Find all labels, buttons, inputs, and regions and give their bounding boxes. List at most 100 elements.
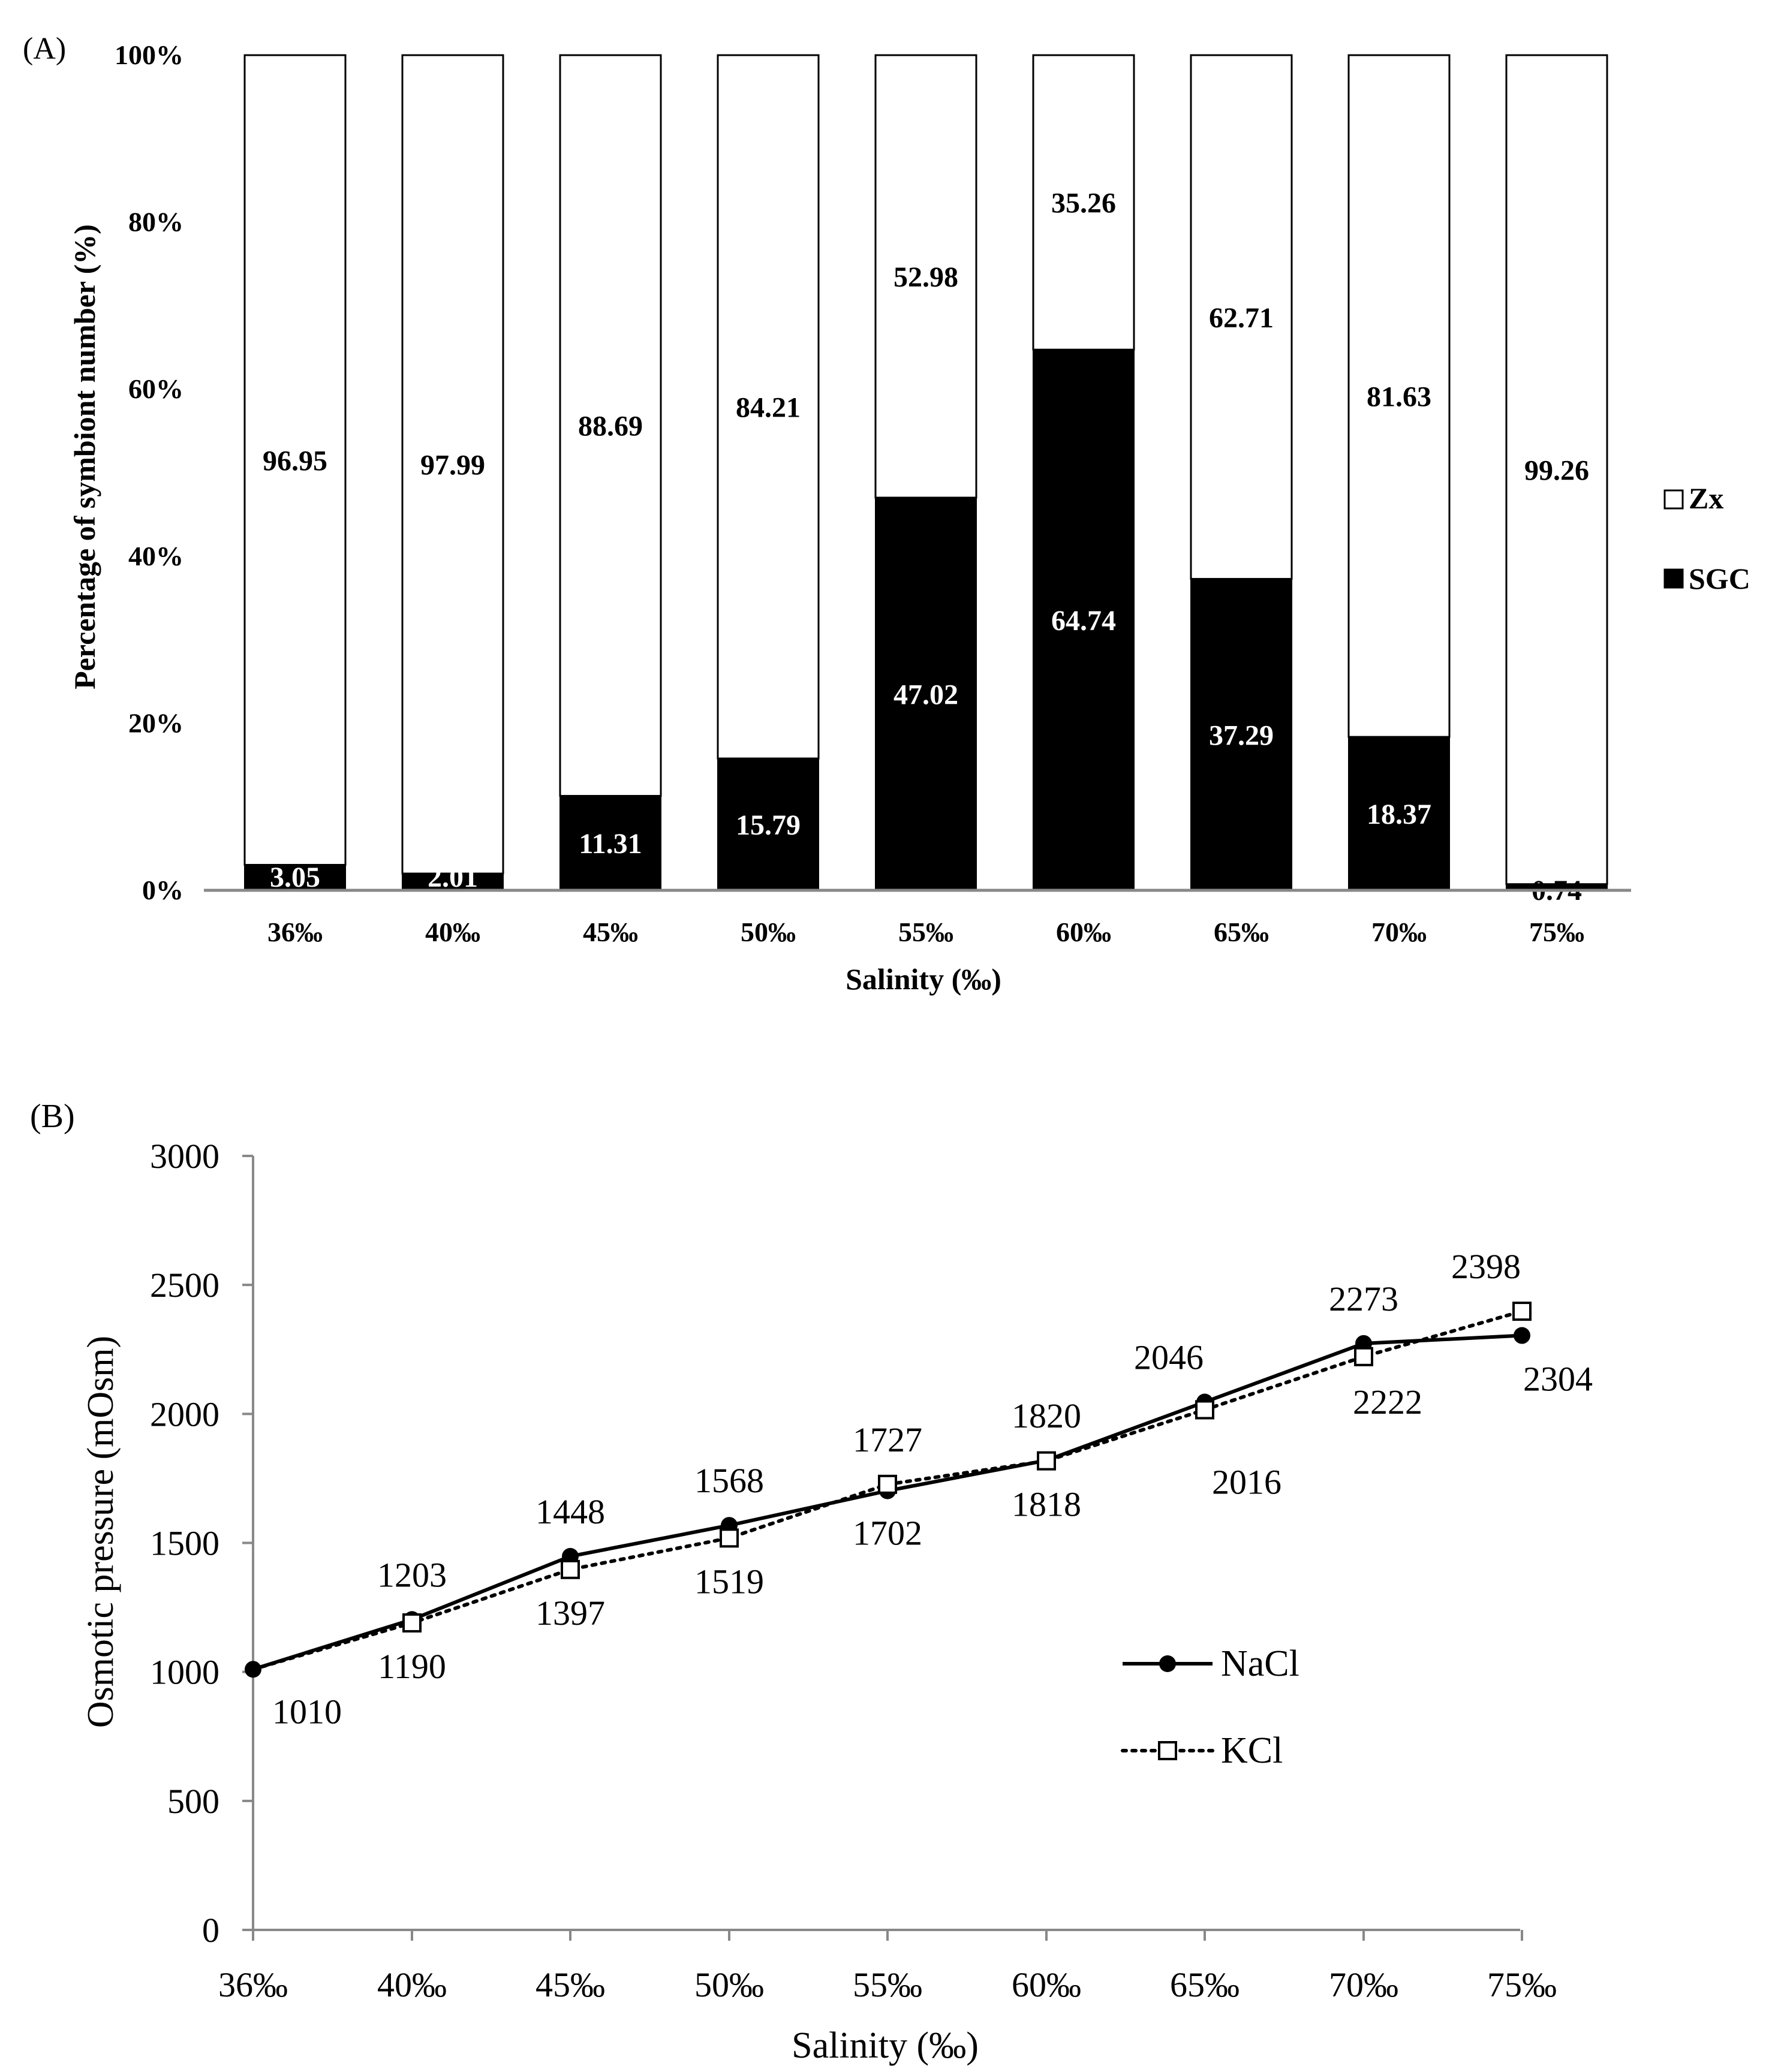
data-label-nacl: 2304 (1523, 1360, 1593, 1399)
legend-label-zx: Zx (1689, 481, 1723, 515)
panel-a-x-axis-label: Salinity (‰) (846, 962, 1001, 996)
data-label-nacl: 1203 (377, 1555, 447, 1594)
y-tick-label: 3000 (150, 1137, 219, 1176)
x-tick-label: 50‰ (694, 1965, 764, 2004)
data-label-nacl: 1448 (536, 1492, 605, 1531)
bar-segment-zx (559, 54, 662, 797)
data-label-nacl: 2046 (1134, 1338, 1204, 1377)
data-point-kcl (402, 1613, 422, 1633)
bar-segment-zx (1505, 54, 1608, 886)
bar-segment-zx (401, 54, 504, 875)
x-tick-label: 50‰ (741, 917, 796, 947)
data-label-sgc: 15.79 (736, 809, 801, 841)
data-point-kcl (1512, 1302, 1532, 1321)
data-label-zx: 35.26 (1051, 188, 1116, 219)
x-tick-label: 60‰ (1012, 1965, 1081, 2004)
data-label-kcl: 1519 (694, 1562, 764, 1601)
data-label-kcl: 2222 (1353, 1383, 1422, 1422)
data-label-sgc: 47.02 (894, 679, 958, 711)
data-label-nacl: 1568 (694, 1461, 764, 1500)
data-point-kcl (720, 1528, 739, 1548)
data-label-nacl: 1820 (1012, 1396, 1081, 1435)
data-label-nacl: 1702 (853, 1514, 922, 1553)
x-tick-label: 40‰ (425, 917, 480, 947)
data-label-nacl: 1010 (272, 1692, 342, 1731)
panel-b-legend: NaCl KCl (1121, 1643, 1299, 1771)
data-label-zx: 97.99 (420, 450, 485, 481)
data-label-zx: 84.21 (736, 392, 801, 424)
bar-segment-zx (717, 54, 820, 760)
y-tick-label: 2500 (150, 1266, 219, 1305)
panel-a-bar-chart: (A) Percentage of symbiont number (%) Sa… (23, 32, 1750, 996)
data-label-nacl: 2273 (1329, 1279, 1398, 1318)
x-tick-label: 60‰ (1056, 917, 1111, 947)
y-tick-label: 0 (202, 1911, 219, 1950)
data-label-kcl: 1190 (378, 1647, 446, 1686)
data-label-kcl: 1818 (1012, 1485, 1081, 1524)
data-label-sgc: 3.05 (270, 862, 320, 893)
x-tick-label: 40‰ (377, 1965, 447, 2004)
panel-b-label: (B) (30, 1098, 75, 1135)
data-label-kcl: 2398 (1451, 1247, 1521, 1286)
bar-segment-zx (1347, 54, 1451, 738)
x-tick-label: 70‰ (1329, 1965, 1398, 2004)
legend-label-sgc: SGC (1689, 562, 1750, 595)
bar-segment-sgc (1348, 736, 1450, 892)
data-label-sgc: 18.37 (1367, 799, 1431, 830)
x-tick-label: 70‰ (1371, 917, 1427, 947)
data-label-zx: 99.26 (1524, 454, 1589, 486)
x-tick-label: 55‰ (898, 917, 953, 947)
panel-a-legend: Zx SGC (1663, 481, 1750, 595)
data-label-zx: 88.69 (578, 411, 643, 442)
bar-segment-sgc (1190, 578, 1292, 891)
y-tick-label: 40% (128, 541, 183, 571)
x-tick-label: 36‰ (218, 1965, 288, 2004)
y-tick-label: 500 (167, 1782, 219, 1821)
bar-segment-sgc (559, 795, 661, 891)
y-tick-label: 1500 (150, 1524, 219, 1563)
x-tick-label: 65‰ (1214, 917, 1269, 947)
data-point-nacl (1514, 1327, 1530, 1344)
x-tick-label: 45‰ (536, 1965, 605, 2004)
legend-swatch-sgc (1663, 568, 1684, 589)
bar-segment-zx (243, 54, 347, 866)
data-label-sgc: 11.31 (579, 828, 642, 860)
x-tick-label: 45‰ (583, 917, 638, 947)
data-label-zx: 62.71 (1209, 302, 1274, 334)
y-tick-label: 100% (115, 40, 183, 70)
data-label-sgc: 37.29 (1209, 719, 1274, 751)
panel-b-line-chart: (B) Osmotic pressure (mOsm) Salinity (‰)… (30, 1098, 1593, 2066)
panel-b-x-axis-label: Salinity (‰) (792, 2025, 979, 2066)
bar-segment-zx (874, 54, 977, 499)
bar-segment-zx (1032, 54, 1135, 351)
data-label-kcl: 1397 (536, 1594, 605, 1633)
data-point-nacl (245, 1661, 261, 1678)
x-tick-label: 75‰ (1529, 917, 1584, 947)
legend-marker-nacl (1159, 1655, 1176, 1672)
x-tick-label: 55‰ (853, 1965, 922, 2004)
bar-segment-zx (1190, 54, 1293, 580)
bar-segment-sgc (244, 864, 346, 892)
panel-a-label: (A) (23, 32, 66, 66)
panel-b-y-axis-label: Osmotic pressure (mOsm) (80, 1336, 121, 1728)
data-label-zx: 96.95 (263, 445, 327, 477)
data-label-zx: 81.63 (1367, 381, 1431, 413)
data-label-kcl: 1727 (853, 1420, 922, 1459)
data-point-kcl (1354, 1347, 1373, 1366)
x-tick-label: 75‰ (1487, 1965, 1557, 2004)
data-point-kcl (1037, 1451, 1056, 1471)
y-tick-label: 80% (128, 207, 183, 237)
data-point-kcl (561, 1559, 580, 1579)
x-tick-label: 36‰ (267, 917, 323, 947)
panel-a-y-axis-label: Percentage of symbiont number (%) (68, 224, 101, 689)
legend-label-kcl: KCl (1221, 1730, 1283, 1771)
data-label-sgc: 64.74 (1051, 605, 1116, 637)
y-tick-label: 60% (128, 374, 183, 404)
legend-label-nacl: NaCl (1221, 1643, 1299, 1684)
y-tick-label: 0% (142, 875, 183, 905)
data-label-kcl: 2016 (1212, 1462, 1281, 1501)
x-tick-label: 65‰ (1170, 1965, 1240, 2004)
data-label-sgc: 2.01 (428, 862, 478, 893)
series-line-nacl (252, 1333, 1523, 1672)
